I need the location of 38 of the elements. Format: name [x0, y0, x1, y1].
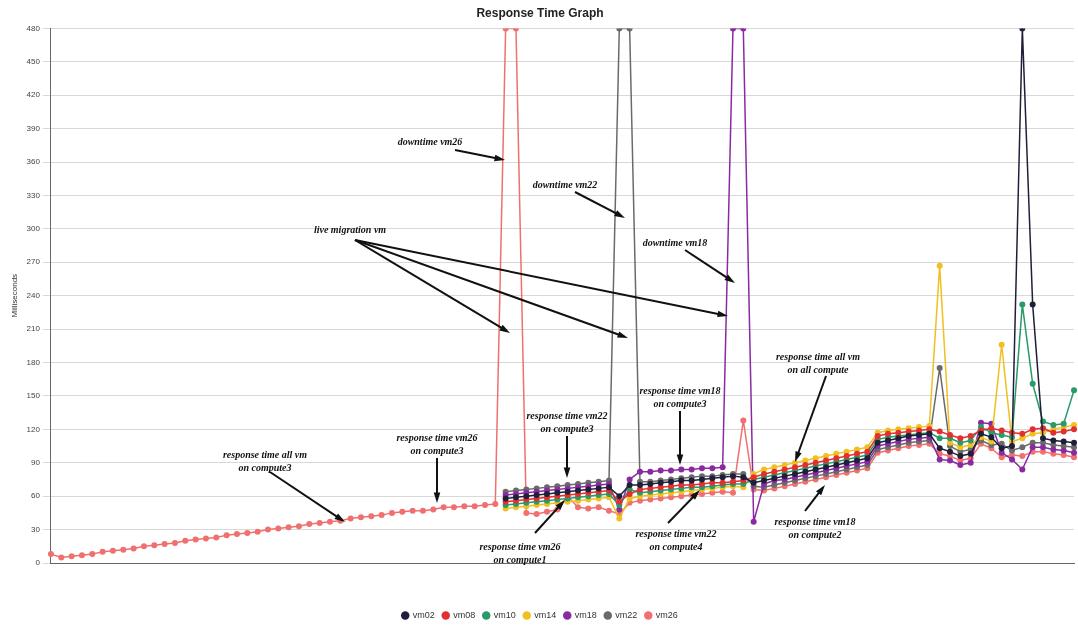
legend-label: vm22 [615, 609, 638, 620]
annotation: response time vm26 on compute1 [479, 540, 561, 565]
annotation: response time vm26 on compute3 [396, 431, 478, 456]
y-tick-label: 150 [26, 391, 41, 401]
legend-label: vm10 [493, 609, 516, 620]
annotation: response time vm22 on compute3 [526, 409, 608, 434]
y-tick-label: 240 [26, 290, 41, 300]
legend-label: vm02 [412, 609, 435, 620]
y-tick-label: 270 [26, 257, 41, 267]
chart-title: Response Time Graph [476, 5, 604, 20]
annotation: response time all vm on all compute [775, 350, 861, 375]
y-tick-label: 210 [26, 324, 41, 334]
legend-label: vm18 [574, 609, 597, 620]
y-tick-label: 120 [26, 424, 41, 434]
y-tick-label: 0 [35, 558, 41, 568]
annotation: response time vm18 on compute3 [639, 384, 721, 409]
legend-label: vm26 [655, 609, 678, 620]
annotation: downtime vm22 [532, 178, 598, 190]
y-tick-label: 90 [31, 457, 41, 467]
annotation: response time all vm on compute3 [222, 448, 308, 473]
y-tick-label: 330 [26, 190, 41, 200]
y-tick-label: 300 [26, 224, 41, 234]
annotation: live migration vm [313, 223, 387, 235]
y-tick-label: 30 [31, 524, 41, 534]
y-tick-label: 420 [26, 90, 41, 100]
legend-label: vm08 [453, 609, 476, 620]
y-tick-label: 480 [26, 23, 41, 33]
y-axis-title: Milliseconds [10, 273, 19, 318]
y-tick-label: 360 [26, 157, 41, 167]
legend-label: vm14 [534, 609, 557, 620]
y-tick-label: 390 [26, 123, 41, 133]
y-tick-label: 450 [26, 57, 41, 67]
annotation: response time vm22 on compute4 [635, 527, 717, 552]
y-tick-label: 180 [26, 357, 41, 367]
annotation: response time vm18 on compute2 [774, 515, 856, 540]
y-tick-label: 60 [31, 491, 41, 501]
annotation: downtime vm18 [642, 236, 708, 248]
annotation: downtime vm26 [397, 135, 463, 147]
